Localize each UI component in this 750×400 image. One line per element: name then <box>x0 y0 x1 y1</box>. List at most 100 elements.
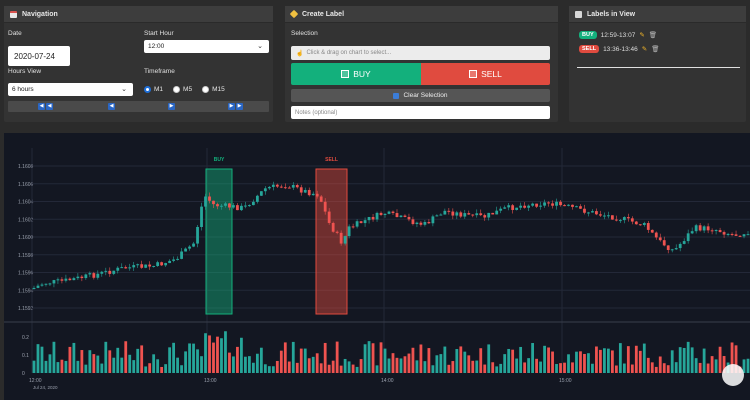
candle-body <box>72 278 76 281</box>
candle-body <box>487 212 491 218</box>
volume-bar <box>331 360 335 373</box>
trash-icon[interactable]: 🗑 <box>651 46 660 53</box>
label-time-range: 12:59-13:07 <box>600 31 636 39</box>
volume-bar <box>491 362 495 373</box>
timeframe-m1-radio[interactable]: M1 <box>144 86 163 93</box>
volume-bar <box>626 346 630 373</box>
candle-body <box>236 205 239 211</box>
volume-bar <box>555 364 558 373</box>
candle-body <box>307 189 311 196</box>
volume-bar <box>746 358 750 373</box>
volume-bar <box>247 356 251 373</box>
candle-body <box>495 210 499 215</box>
create-label-title: Create Label <box>302 10 345 18</box>
candle-body <box>678 243 682 249</box>
candle-body <box>587 212 590 214</box>
volume-bar <box>595 346 598 373</box>
candle-body <box>271 184 275 187</box>
jump-back-icon[interactable]: ◀ <box>38 103 45 110</box>
edit-icon[interactable]: ✎ <box>641 46 648 53</box>
volume-bar <box>275 360 279 373</box>
volume-bar <box>347 361 351 373</box>
candle-body <box>403 215 407 217</box>
trash-icon[interactable]: 🗑 <box>648 32 658 39</box>
candle-body <box>355 221 359 227</box>
notes-input[interactable]: Notes (optional) <box>291 106 550 119</box>
hours-view-select[interactable]: 6 hours ⌄ <box>8 83 133 96</box>
candle-body <box>567 204 570 206</box>
volume-bar <box>255 353 259 373</box>
volume-bar <box>220 338 223 373</box>
timeframe-m5-radio[interactable]: M5 <box>173 86 192 93</box>
clipboard-icon <box>575 10 582 18</box>
volume-bar <box>92 354 96 373</box>
volume-bar <box>455 349 459 373</box>
volume-bar <box>271 366 275 373</box>
candle-body <box>399 215 403 218</box>
candle-body <box>68 278 72 281</box>
start-hour-select[interactable]: 12:00 ⌄ <box>144 40 269 53</box>
price-chart[interactable]: 1.1608 1.1606 1.1604 1.1602 1.1600 1.1598 1.15… <box>4 133 750 400</box>
candle-body <box>698 225 702 231</box>
candle-body <box>455 212 459 216</box>
selection-field[interactable]: ☝ Click & drag on chart to select... <box>291 46 550 60</box>
zoom-in-icon[interactable] <box>722 364 744 386</box>
step-forward-icon[interactable]: ▶ <box>168 103 175 110</box>
jump-forward-icon[interactable]: ▶ <box>236 103 243 110</box>
candle-body <box>375 212 379 220</box>
candle-body <box>80 276 84 279</box>
date-label: Date <box>8 30 22 37</box>
timeframe-radio-group: M1 M5 M15 <box>144 86 225 93</box>
volume-bar <box>240 337 243 373</box>
volume-bar <box>630 364 634 373</box>
volume-bar <box>483 364 487 373</box>
volume-bar <box>479 348 483 373</box>
candle-body <box>228 203 231 208</box>
volume-bar <box>670 350 674 373</box>
volume-bar <box>335 341 339 373</box>
volume-bar <box>251 362 255 373</box>
hand-pointer-icon: ☝ <box>296 50 304 57</box>
volume-bar <box>136 348 140 373</box>
label-list-item[interactable]: SELL 13:36-13:46 ✎ 🗑 <box>579 45 659 53</box>
step-back-icon[interactable]: ◀ <box>108 103 115 110</box>
volume-bar <box>339 365 343 373</box>
candle-body <box>614 219 618 221</box>
date-input[interactable]: 2020-07-24 <box>8 46 70 66</box>
volume-bar <box>706 363 710 373</box>
jump-forward-icon[interactable]: ▶ <box>228 103 235 110</box>
volume-bar <box>495 366 499 373</box>
candle-body <box>188 246 191 249</box>
volume-bar <box>515 358 519 373</box>
timeframe-m15-radio[interactable]: M15 <box>202 86 225 93</box>
volume-bar <box>459 346 463 373</box>
candle-body <box>48 283 52 285</box>
volume-bar <box>690 347 694 373</box>
label-list-item[interactable]: BUY 12:59-13:07 ✎ 🗑 <box>579 31 657 39</box>
radio-checked-icon <box>144 86 151 93</box>
volume-bar <box>642 343 646 373</box>
edit-icon[interactable]: ✎ <box>639 32 645 39</box>
volume-bar <box>291 341 295 373</box>
selection-placeholder: Click & drag on chart to select... <box>306 50 392 56</box>
sell-button[interactable]: SELL <box>421 63 550 85</box>
volume-bar <box>164 364 168 373</box>
volume-bar <box>56 362 60 373</box>
volume-bar <box>650 362 654 373</box>
candle-body <box>527 205 531 208</box>
clear-selection-button[interactable]: Clear Selection <box>291 89 550 102</box>
volume-bar <box>367 341 371 373</box>
volume-bar <box>575 351 578 373</box>
volume-bar <box>682 347 686 373</box>
candle-body <box>112 270 116 274</box>
candle-body <box>331 222 335 232</box>
volume-bar <box>375 365 379 373</box>
candle-body <box>471 214 475 216</box>
buy-button[interactable]: BUY <box>291 63 421 85</box>
candlestick-chart[interactable]: 1.1608 1.1606 1.1604 1.1602 1.1600 1.1598 1.15… <box>4 133 750 400</box>
jump-back-icon[interactable]: ◀ <box>46 103 53 110</box>
labels-in-view-panel: Labels in View BUY 12:59-13:07 ✎ 🗑 SELL … <box>569 6 746 122</box>
volume-bar <box>371 343 375 373</box>
volume-bar <box>423 361 427 373</box>
navigation-button-bar: ◀ ◀ ◀ ▶ ▶ ▶ <box>8 101 269 112</box>
